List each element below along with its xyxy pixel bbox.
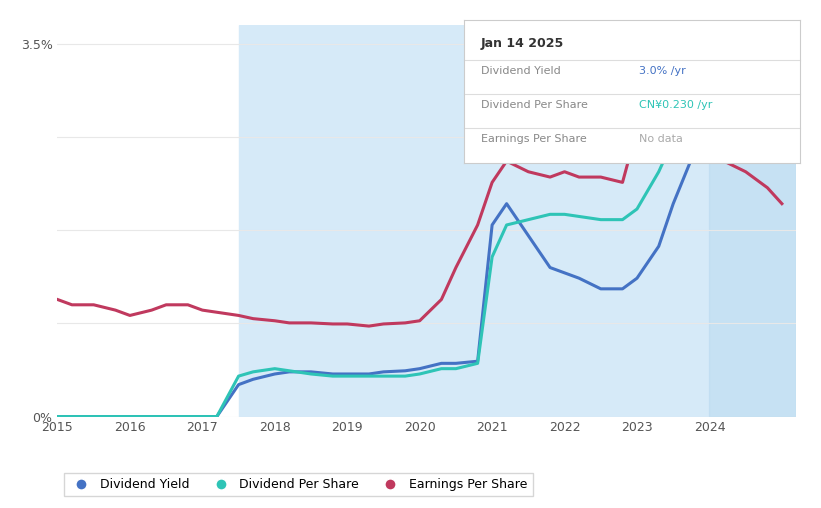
Bar bbox=[709, 25, 796, 417]
Text: 3.0% /yr: 3.0% /yr bbox=[639, 66, 686, 76]
Bar bbox=[239, 25, 796, 417]
Text: Dividend Yield: Dividend Yield bbox=[481, 66, 561, 76]
Text: Past: Past bbox=[713, 55, 736, 65]
Text: Dividend Per Share: Dividend Per Share bbox=[481, 100, 588, 110]
Text: CN¥0.230 /yr: CN¥0.230 /yr bbox=[639, 100, 713, 110]
Legend: Dividend Yield, Dividend Per Share, Earnings Per Share: Dividend Yield, Dividend Per Share, Earn… bbox=[64, 473, 533, 496]
Text: No data: No data bbox=[639, 134, 683, 144]
Text: Earnings Per Share: Earnings Per Share bbox=[481, 134, 586, 144]
Text: Jan 14 2025: Jan 14 2025 bbox=[481, 38, 564, 50]
